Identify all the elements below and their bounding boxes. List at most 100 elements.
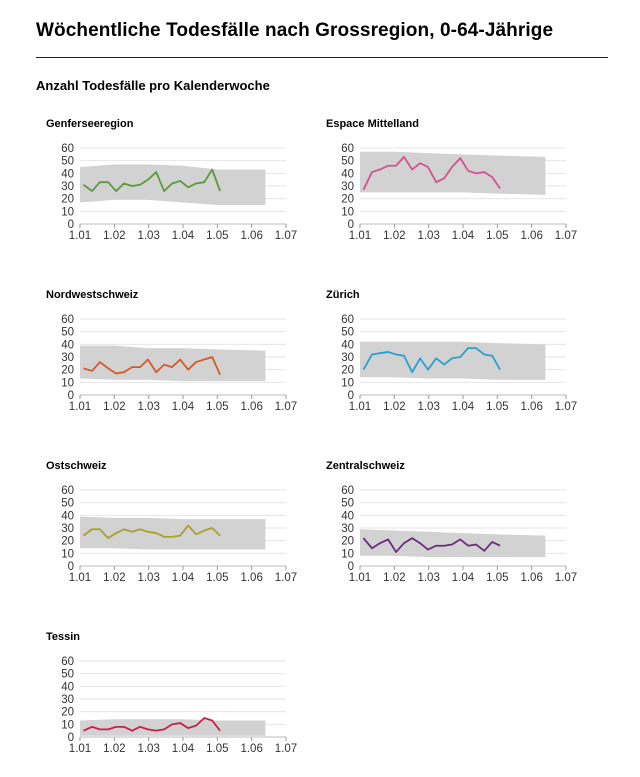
y-tick-label: 30 (61, 523, 74, 535)
y-tick-label: 50 (341, 498, 354, 510)
chart-title: Genferseeregion (46, 118, 134, 130)
y-tick-label: 30 (341, 352, 354, 364)
x-tick-label: 1.06 (520, 572, 542, 584)
y-tick-label: 60 (61, 656, 74, 668)
series-line (362, 537, 501, 553)
y-tick-label: 10 (61, 548, 74, 560)
chart-panel-ostschweiz: Ostschweiz 0 10 20 30 40 50 60 1.01 1.02 1.03 1.04… (36, 460, 297, 600)
x-tick-label: 1.01 (349, 572, 371, 584)
x-tick-label: 1.03 (137, 572, 159, 584)
y-tick-label: 0 (348, 219, 354, 231)
x-tick-label: 1.03 (137, 743, 159, 755)
y-tick-label: 0 (68, 561, 74, 573)
x-tick-label: 1.01 (69, 230, 91, 242)
y-tick-label: 40 (61, 510, 74, 522)
x-tick-label: 1.05 (206, 230, 228, 242)
y-tick-label: 30 (341, 181, 354, 193)
x-tick-label: 1.04 (452, 230, 475, 242)
y-tick-label: 50 (61, 327, 74, 339)
chart-panel-tessin: Tessin 0 10 20 30 40 50 60 1.01 1.02 1.03 1.04 1.05… (36, 631, 297, 771)
expected-range-band (80, 345, 266, 382)
series-line (83, 717, 221, 732)
y-tick-label: 20 (341, 365, 354, 377)
y-tick-label: 10 (61, 377, 74, 389)
x-tick-label: 1.02 (383, 230, 405, 242)
x-tick-label: 1.01 (349, 401, 371, 413)
y-tick-label: 50 (341, 327, 354, 339)
x-tick-label: 1.01 (69, 572, 91, 584)
x-tick-label: 1.05 (206, 572, 228, 584)
page-subtitle: Anzahl Todesfälle pro Kalenderwoche (36, 78, 270, 93)
y-tick-label: 40 (341, 168, 354, 180)
x-tick-label: 1.02 (103, 572, 125, 584)
x-tick-label: 1.06 (240, 230, 262, 242)
title-divider (36, 57, 608, 58)
y-tick-label: 0 (68, 219, 74, 231)
y-tick-label: 60 (61, 485, 74, 497)
y-tick-label: 40 (61, 168, 74, 180)
y-tick-label: 40 (341, 510, 354, 522)
x-tick-label: 1.03 (417, 572, 439, 584)
x-tick-label: 1.02 (103, 743, 125, 755)
series-line (362, 155, 501, 191)
x-tick-label: 1.04 (172, 401, 195, 413)
chart-panel-nordwestschweiz: Nordwestschweiz 0 10 20 30 40 50 60 1.01 1.02 1.0… (36, 289, 297, 429)
x-tick-label: 1.05 (206, 743, 228, 755)
page-title: Wöchentliche Todesfälle nach Grossregion… (36, 20, 554, 41)
y-tick-label: 20 (61, 707, 74, 719)
expected-range-band (80, 164, 266, 205)
x-tick-label: 1.06 (240, 572, 262, 584)
y-tick-label: 10 (61, 206, 74, 218)
y-tick-label: 30 (61, 181, 74, 193)
y-tick-label: 50 (61, 156, 74, 168)
y-tick-label: 20 (341, 536, 354, 548)
x-tick-label: 1.07 (555, 401, 577, 413)
y-tick-label: 50 (61, 669, 74, 681)
x-tick-label: 1.06 (240, 743, 262, 755)
chart-title: Zürich (326, 289, 360, 301)
y-tick-label: 50 (341, 156, 354, 168)
y-tick-label: 30 (341, 523, 354, 535)
x-tick-label: 1.03 (137, 230, 159, 242)
x-tick-label: 1.05 (486, 401, 508, 413)
y-tick-label: 40 (61, 339, 74, 351)
y-tick-label: 0 (68, 390, 74, 402)
x-tick-label: 1.03 (137, 401, 159, 413)
y-tick-label: 60 (341, 485, 354, 497)
y-tick-label: 10 (341, 377, 354, 389)
x-tick-label: 1.04 (452, 572, 475, 584)
y-tick-label: 30 (61, 694, 74, 706)
y-tick-label: 30 (61, 352, 74, 364)
y-tick-label: 0 (348, 390, 354, 402)
y-tick-label: 40 (61, 681, 74, 693)
expected-range-band (360, 151, 546, 195)
x-tick-label: 1.06 (520, 401, 542, 413)
x-tick-label: 1.07 (275, 230, 297, 242)
y-tick-label: 20 (61, 365, 74, 377)
x-tick-label: 1.06 (240, 401, 262, 413)
chart-title: Zentralschweiz (326, 460, 405, 472)
y-tick-label: 60 (61, 143, 74, 155)
x-tick-label: 1.01 (69, 401, 91, 413)
x-tick-label: 1.03 (417, 401, 439, 413)
x-tick-label: 1.07 (275, 743, 297, 755)
y-tick-label: 0 (68, 732, 74, 744)
x-tick-label: 1.01 (349, 230, 371, 242)
y-tick-label: 50 (61, 498, 74, 510)
series-line (82, 168, 221, 192)
chart-title: Nordwestschweiz (46, 289, 139, 301)
y-tick-label: 0 (348, 561, 354, 573)
expected-range-band (80, 516, 266, 550)
chart-panel-zuerich: Zürich 0 10 20 30 40 50 60 1.01 1.02 1.03 1.04 1.05… (316, 289, 577, 429)
expected-range-band (80, 719, 266, 736)
x-tick-label: 1.06 (520, 230, 542, 242)
x-tick-label: 1.07 (555, 572, 577, 584)
x-tick-label: 1.04 (452, 401, 475, 413)
chart-title: Tessin (46, 631, 81, 643)
